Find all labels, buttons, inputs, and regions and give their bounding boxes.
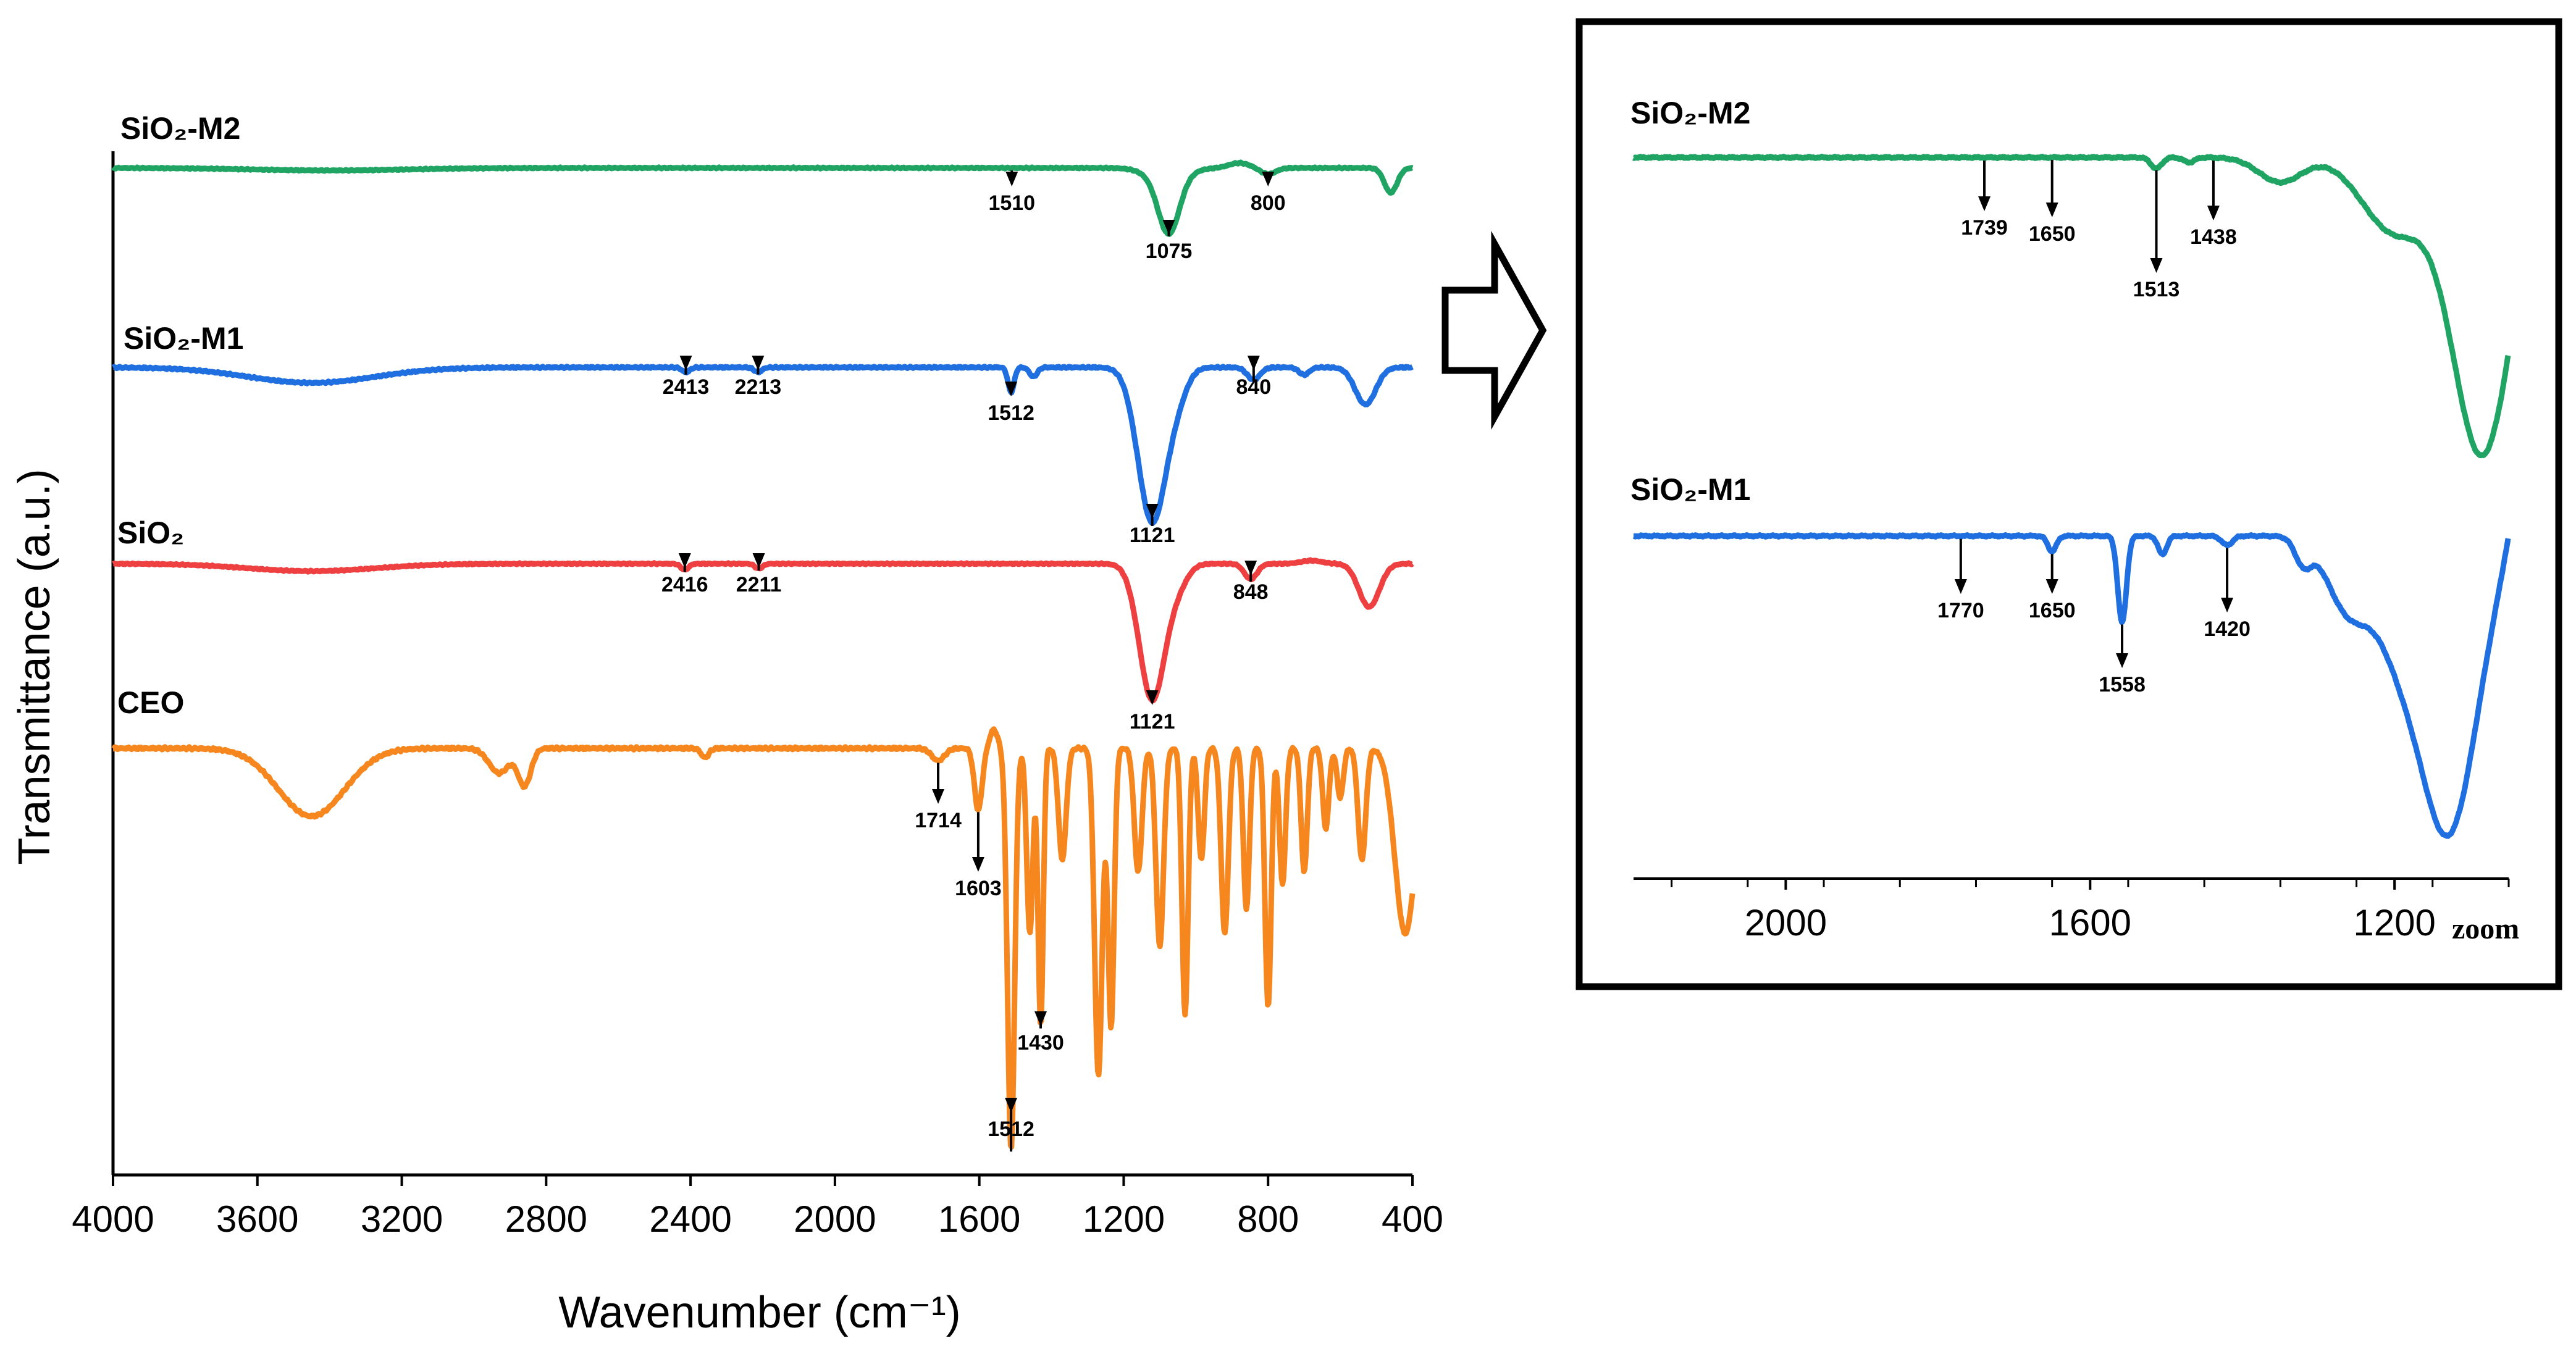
peak-label: 2413 xyxy=(663,375,710,399)
x-tick-label: 1600 xyxy=(2049,902,2131,943)
peak-label: 2211 xyxy=(736,573,782,596)
series-label: CEO xyxy=(117,685,184,720)
series-label: SiO₂ xyxy=(117,516,184,550)
peak-arrow-head xyxy=(1146,690,1159,705)
peak-label: 1513 xyxy=(2133,278,2180,301)
peak-label: 1510 xyxy=(988,191,1035,215)
x-tick-label: 1200 xyxy=(2353,902,2435,943)
series-line xyxy=(1631,153,2511,459)
series-label: SiO₂-M2 xyxy=(1630,96,1750,130)
peak-label: 1650 xyxy=(2029,222,2076,246)
peak-label: 1121 xyxy=(1130,710,1175,733)
zoom-panel: 2000 1600 1200 1739 1650 1513 1438 1770 1650 155… xyxy=(1575,18,2562,990)
peak-arrow-head xyxy=(1005,172,1018,186)
x-tick-label: 800 xyxy=(1237,1198,1299,1240)
peak-arrow-head xyxy=(1978,196,1991,211)
x-tick-label: 3600 xyxy=(216,1198,298,1240)
x-tick-label: 3200 xyxy=(361,1198,443,1240)
zoom-arrow-icon xyxy=(1441,230,1547,430)
x-axis-title: Wavenumber (cm⁻¹) xyxy=(558,1288,960,1337)
peak-arrow-head xyxy=(2150,258,2163,273)
series-label: SiO₂-M1 xyxy=(1630,472,1750,507)
series-line xyxy=(1631,532,2511,839)
x-tick-label: 400 xyxy=(1382,1198,1443,1240)
peak-arrow-head xyxy=(971,857,984,872)
peak-arrow-head xyxy=(2221,598,2234,612)
peak-label: 1650 xyxy=(2029,599,2076,622)
peak-label: 1438 xyxy=(2190,225,2237,249)
peak-label: 1121 xyxy=(1130,524,1175,547)
peak-label: 1420 xyxy=(2204,617,2251,641)
peak-arrow-head xyxy=(1005,1098,1018,1113)
peak-arrow-head xyxy=(1034,1011,1047,1026)
peak-arrow-head xyxy=(2045,203,2058,217)
peak-arrow-head xyxy=(1954,579,1967,594)
series-line xyxy=(111,363,1414,526)
peak-arrow-head xyxy=(679,356,692,370)
x-tick-label: 1600 xyxy=(938,1198,1020,1240)
peak-arrow-head xyxy=(1005,382,1018,396)
series-line xyxy=(111,557,1414,704)
x-tick-label: 1200 xyxy=(1083,1198,1165,1240)
peak-arrow-head xyxy=(752,553,765,568)
series-line xyxy=(111,159,1414,237)
series-label: SiO₂-M1 xyxy=(124,321,243,356)
peak-arrow-head xyxy=(752,356,765,370)
x-tick-label: 2000 xyxy=(794,1198,876,1240)
peak-label: 2416 xyxy=(661,573,708,596)
peak-label: 1714 xyxy=(915,809,962,832)
peak-label: 848 xyxy=(1233,580,1269,604)
peak-label: 1075 xyxy=(1146,240,1193,263)
x-tick-label: 2400 xyxy=(649,1198,731,1240)
x-tick-label: 4000 xyxy=(72,1198,154,1240)
zoom-frame xyxy=(1575,18,2562,990)
peak-label: 1512 xyxy=(988,1118,1034,1141)
peak-arrow-head xyxy=(1262,172,1275,186)
peak-arrow-head xyxy=(932,789,945,804)
peak-label: 800 xyxy=(1251,191,1286,215)
peak-label: 840 xyxy=(1236,375,1271,399)
series-label: SiO₂-M2 xyxy=(120,111,240,146)
x-tick-label: 2800 xyxy=(505,1198,587,1240)
peak-arrow-head xyxy=(2116,653,2129,668)
main-panel: 4000 3600 3200 2800 2400 2000 1600 1200 800 400 1… xyxy=(10,111,1443,1337)
peak-label: 2213 xyxy=(735,375,782,399)
peak-label: 1770 xyxy=(1937,599,1984,622)
peak-arrow-head xyxy=(1146,504,1159,519)
series-line xyxy=(111,726,1416,1150)
peak-label: 1603 xyxy=(955,877,1002,900)
peak-arrow-head xyxy=(1247,356,1260,370)
peak-arrow-head xyxy=(678,553,691,568)
x-tick-label: 2000 xyxy=(1745,902,1827,943)
y-axis-title: Transmittance (a.u.) xyxy=(10,469,59,865)
peak-label: 1739 xyxy=(1961,216,2008,240)
peak-label: 1558 xyxy=(2099,673,2146,696)
peak-arrow-head xyxy=(1244,561,1257,575)
peak-arrow-head xyxy=(1162,220,1175,235)
peak-label: 1430 xyxy=(1017,1031,1064,1055)
zoom-annotation: zoom xyxy=(2452,913,2519,945)
peak-arrow-head xyxy=(2207,206,2220,220)
peak-arrow-head xyxy=(2045,579,2058,594)
peak-label: 1512 xyxy=(988,401,1034,425)
